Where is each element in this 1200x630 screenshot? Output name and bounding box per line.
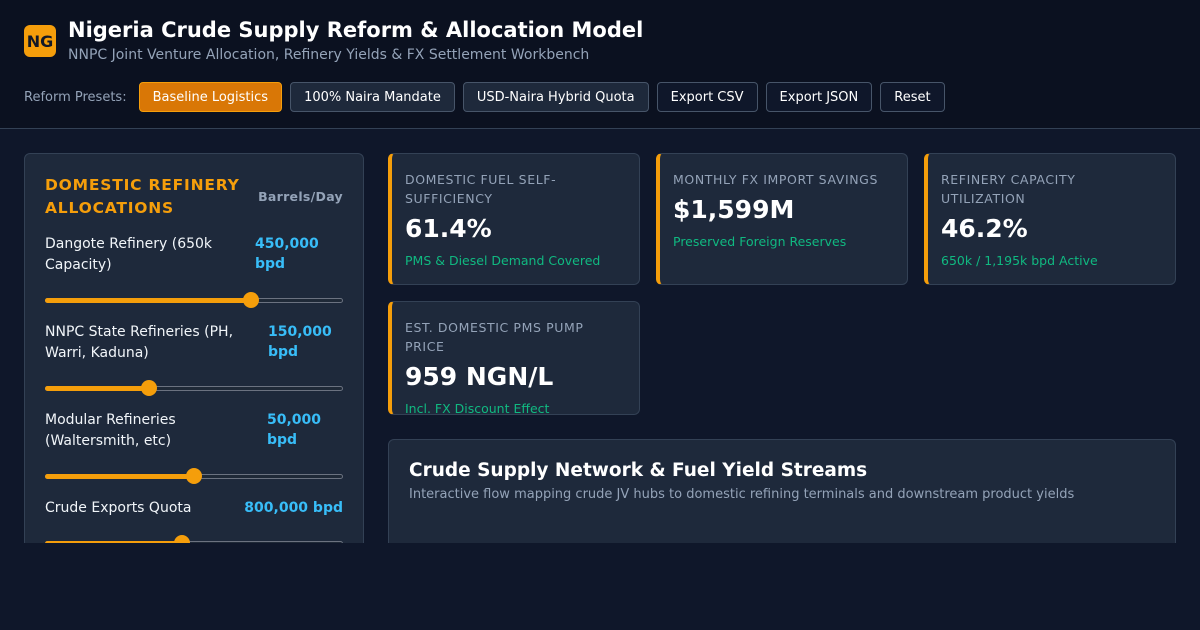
reset-button[interactable]: Reset (880, 82, 945, 112)
allocation-panel-header: DOMESTIC REFINERY ALLOCATIONS Barrels/Da… (45, 174, 343, 220)
kpi-label: DOMESTIC FUEL SELF-SUFFICIENCY (405, 172, 557, 206)
presets-label: Reform Presets: (24, 89, 127, 105)
slider-thumb[interactable] (141, 380, 158, 396)
kpi-card-pump-price: EST. DOMESTIC PMS PUMP PRICE 959 NGN/L I… (388, 301, 640, 416)
preset-baseline-button[interactable]: Baseline Logistics (138, 82, 283, 112)
nnpc-state-slider[interactable] (45, 380, 343, 396)
allocation-value: 150,000 bpd (268, 324, 332, 360)
kpi-note: 650k / 1,195k bpd Active (941, 253, 1098, 268)
preset-hybrid-quota-button[interactable]: USD-Naira Hybrid Quota (462, 82, 649, 112)
kpi-value: 959 NGN/L (405, 362, 554, 391)
allocation-name: NNPC State Refineries (PH, Warri, Kaduna… (45, 324, 234, 361)
allocation-unit-label: Barrels/Day (258, 189, 343, 204)
kpi-note: Incl. FX Discount Effect (405, 401, 550, 416)
kpi-label: REFINERY CAPACITY UTILIZATION (941, 172, 1076, 206)
allocation-value: 800,000 bpd (244, 500, 343, 516)
allocation-panel-title: DOMESTIC REFINERY ALLOCATIONS (45, 176, 240, 217)
slider-thumb[interactable] (186, 468, 202, 484)
export-json-button[interactable]: Export JSON (765, 82, 873, 112)
allocation-modular: Modular Refineries (Waltersmith, etc) 50… (45, 410, 343, 484)
app-header: NG Nigeria Crude Supply Reform & Allocat… (0, 0, 1200, 129)
kpi-label: EST. DOMESTIC PMS PUMP PRICE (405, 320, 584, 354)
kpi-card-fx-savings: MONTHLY FX IMPORT SAVINGS $1,599M Preser… (656, 153, 908, 285)
kpi-card-self-sufficiency: DOMESTIC FUEL SELF-SUFFICIENCY 61.4% PMS… (388, 153, 640, 285)
app-subtitle: NNPC Joint Venture Allocation, Refinery … (68, 47, 590, 63)
allocation-panel: DOMESTIC REFINERY ALLOCATIONS Barrels/Da… (24, 153, 364, 573)
export-csv-button[interactable]: Export CSV (656, 82, 758, 112)
ng-logo: NG (24, 25, 56, 57)
allocation-name: Modular Refineries (Waltersmith, etc) (45, 412, 176, 449)
modular-slider[interactable] (45, 468, 343, 484)
allocation-dangote: Dangote Refinery (650k Capacity) 450,000… (45, 234, 343, 308)
presets-toolbar: Reform Presets: Baseline Logistics 100% … (24, 82, 953, 112)
allocation-value: 450,000 bpd (255, 236, 319, 272)
app-title: Nigeria Crude Supply Reform & Allocation… (68, 18, 644, 42)
allocation-name: Dangote Refinery (650k Capacity) (45, 236, 213, 273)
slider-thumb[interactable] (242, 292, 259, 308)
slider-fill (45, 298, 251, 303)
network-subtitle: Interactive flow mapping crude JV hubs t… (409, 487, 1075, 502)
page-background-strip (0, 543, 1200, 630)
kpi-value: $1,599M (673, 195, 795, 224)
kpi-note: Preserved Foreign Reserves (673, 234, 847, 249)
kpi-card-capacity-utilization: REFINERY CAPACITY UTILIZATION 46.2% 650k… (924, 153, 1176, 285)
kpi-note: PMS & Diesel Demand Covered (405, 253, 601, 268)
kpi-value: 46.2% (941, 214, 1028, 243)
kpi-value: 61.4% (405, 214, 492, 243)
slider-fill (45, 474, 194, 479)
slider-fill (45, 386, 150, 391)
allocation-value: 50,000 bpd (267, 412, 322, 448)
allocation-name: Crude Exports Quota (45, 500, 192, 516)
allocation-nnpc-state: NNPC State Refineries (PH, Warri, Kaduna… (45, 322, 343, 396)
preset-naira-mandate-button[interactable]: 100% Naira Mandate (290, 82, 455, 112)
network-title: Crude Supply Network & Fuel Yield Stream… (409, 460, 868, 481)
dangote-slider[interactable] (45, 292, 343, 308)
kpi-label: MONTHLY FX IMPORT SAVINGS (673, 172, 879, 187)
